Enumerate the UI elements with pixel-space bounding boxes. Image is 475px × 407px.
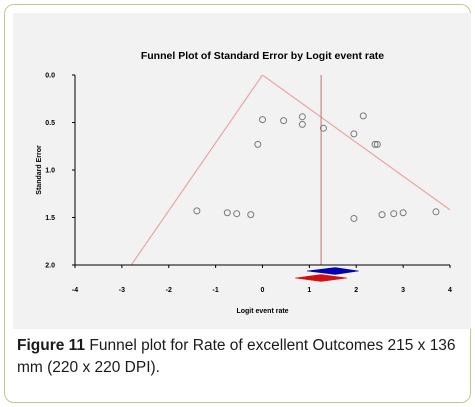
x-tick-label: -2	[166, 287, 172, 294]
y-axis-label: Standard Error	[36, 145, 43, 195]
data-point	[350, 214, 358, 222]
x-tick-label: 4	[448, 287, 452, 294]
figure-caption: Figure 11 Funnel plot for Rate of excell…	[17, 335, 469, 379]
data-point	[193, 207, 201, 215]
y-tick-label: 0.0	[45, 73, 55, 80]
data-point	[233, 210, 241, 218]
funnel-line-left	[130, 75, 263, 265]
y-tick-label: 2.0	[45, 263, 55, 270]
data-point	[390, 210, 398, 218]
data-point	[399, 209, 407, 217]
data-point	[280, 117, 288, 125]
data-point	[223, 209, 231, 217]
data-point	[432, 208, 440, 216]
summary-diamond-red	[295, 274, 347, 282]
data-point	[254, 140, 262, 148]
x-axis-label: Logit event rate	[236, 308, 288, 315]
x-tick-label: 0	[261, 287, 265, 294]
data-point	[247, 211, 255, 219]
data-point	[298, 113, 306, 121]
data-point	[259, 116, 266, 124]
x-tick-label: 2	[354, 287, 358, 294]
data-point	[359, 112, 367, 120]
y-tick-label: 1.5	[45, 215, 55, 222]
funnel-plot: Funnel Plot of Standard Error by Logit e…	[36, 50, 452, 315]
x-tick-label: 1	[307, 287, 311, 294]
figure-caption-text: Funnel plot for Rate of excellent Outcom…	[17, 337, 456, 376]
data-point	[319, 124, 327, 132]
data-point	[371, 140, 379, 148]
data-point	[350, 130, 358, 138]
x-tick-label: -1	[213, 287, 219, 294]
x-tick-label: 3	[401, 287, 405, 294]
summary-diamond-blue	[307, 267, 359, 275]
data-point	[378, 211, 386, 219]
y-tick-label: 1.0	[45, 168, 55, 175]
x-tick-label: -4	[72, 287, 78, 294]
figure-frame: Funnel Plot of Standard Error by Logit e…	[4, 4, 471, 403]
data-point	[373, 140, 381, 148]
plot-panel: Funnel Plot of Standard Error by Logit e…	[13, 13, 471, 329]
chart-title: Funnel Plot of Standard Error by Logit e…	[141, 50, 384, 62]
x-tick-label: -3	[119, 287, 125, 294]
y-tick-label: 0.5	[45, 120, 55, 127]
figure-label: Figure 11	[17, 337, 86, 354]
data-point	[298, 120, 306, 128]
funnel-line-right	[262, 75, 450, 211]
